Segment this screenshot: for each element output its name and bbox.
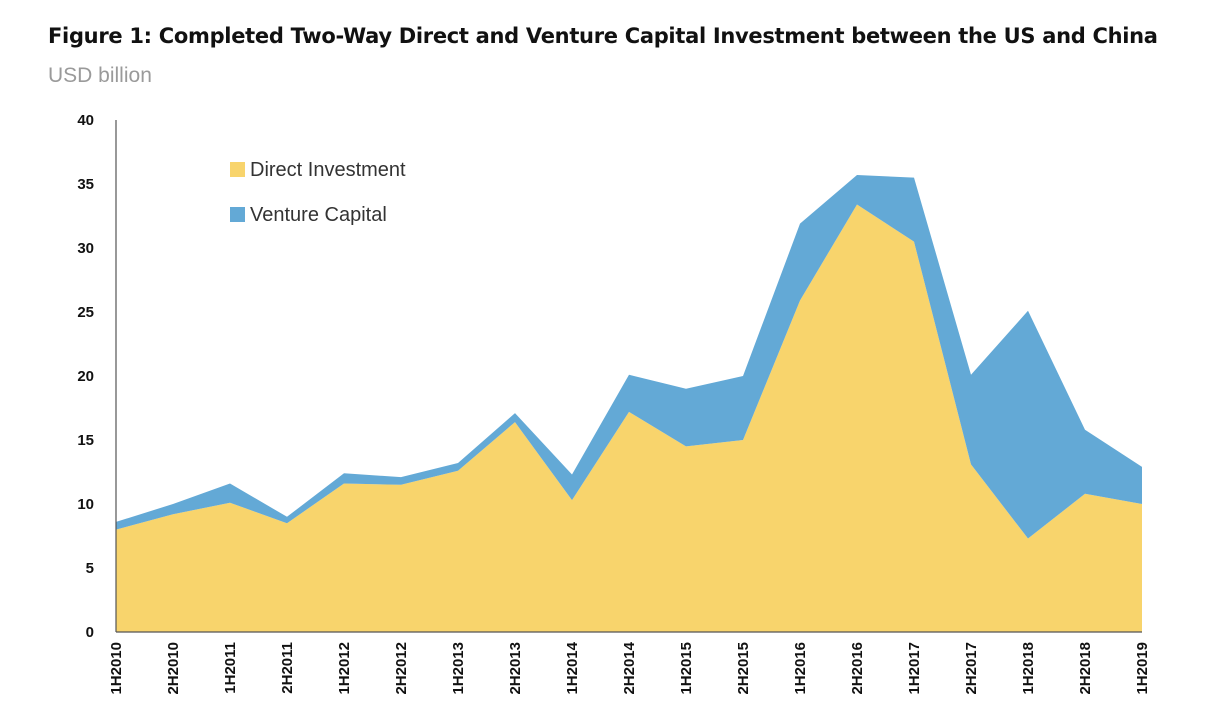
- x-tick-labels: 1H2010 2H2010 1H2011 2H2011 1H2012 2H2012 1H20…: [108, 641, 1151, 694]
- x-tick-label: 2H2014: [621, 641, 638, 694]
- x-tick-label: 2H2016: [849, 642, 866, 695]
- x-tick-label: 2H2010: [165, 642, 182, 695]
- legend-label: Venture Capital: [250, 204, 387, 226]
- y-tick-label: 20: [77, 368, 94, 385]
- y-tick-label: 10: [77, 496, 94, 513]
- y-tick-labels: 0 5 10 15 20 25 30 35 40: [77, 112, 94, 641]
- legend-swatch: [230, 162, 245, 177]
- x-tick-label: 2H2015: [735, 642, 752, 695]
- y-tick-label: 0: [86, 624, 94, 641]
- y-tick-label: 5: [86, 560, 94, 577]
- axes-layer: [115, 120, 1142, 633]
- y-tick-label: 40: [77, 112, 94, 129]
- x-tick-label: 1H2018: [1020, 642, 1037, 695]
- chart-subtitle: USD billion: [48, 64, 152, 87]
- x-tick-label: 1H2015: [678, 642, 695, 695]
- y-tick-label: 30: [77, 240, 94, 257]
- y-tick-label: 35: [77, 176, 94, 193]
- x-tick-label: 2H2011: [279, 642, 296, 694]
- x-tick-label: 1H2010: [108, 642, 125, 695]
- x-tick-label: 2H2012: [393, 642, 410, 695]
- x-tick-label: 1H2012: [336, 642, 353, 695]
- x-tick-label: 1H2016: [792, 642, 809, 695]
- area-layer: [116, 175, 1142, 633]
- legend-label: Direct Investment: [250, 159, 406, 181]
- legend-swatch: [230, 207, 245, 222]
- x-tick-label: 1H2014: [564, 641, 581, 694]
- x-tick-label: 1H2011: [222, 642, 239, 694]
- x-tick-label: 2H2013: [507, 642, 524, 695]
- area-series-direct-investment: [116, 204, 1142, 633]
- y-tick-label: 15: [77, 432, 94, 449]
- x-tick-label: 2H2017: [963, 642, 980, 695]
- x-tick-label: 1H2013: [450, 642, 467, 695]
- x-tick-label: 1H2019: [1134, 642, 1151, 695]
- legend: Direct Investment Venture Capital: [230, 159, 406, 226]
- x-tick-label: 2H2018: [1077, 642, 1094, 695]
- area-series-venture-capital: [116, 175, 1142, 539]
- chart-title: Figure 1: Completed Two-Way Direct and V…: [48, 24, 1158, 48]
- x-tick-label: 1H2017: [906, 642, 923, 695]
- y-tick-label: 25: [77, 304, 94, 321]
